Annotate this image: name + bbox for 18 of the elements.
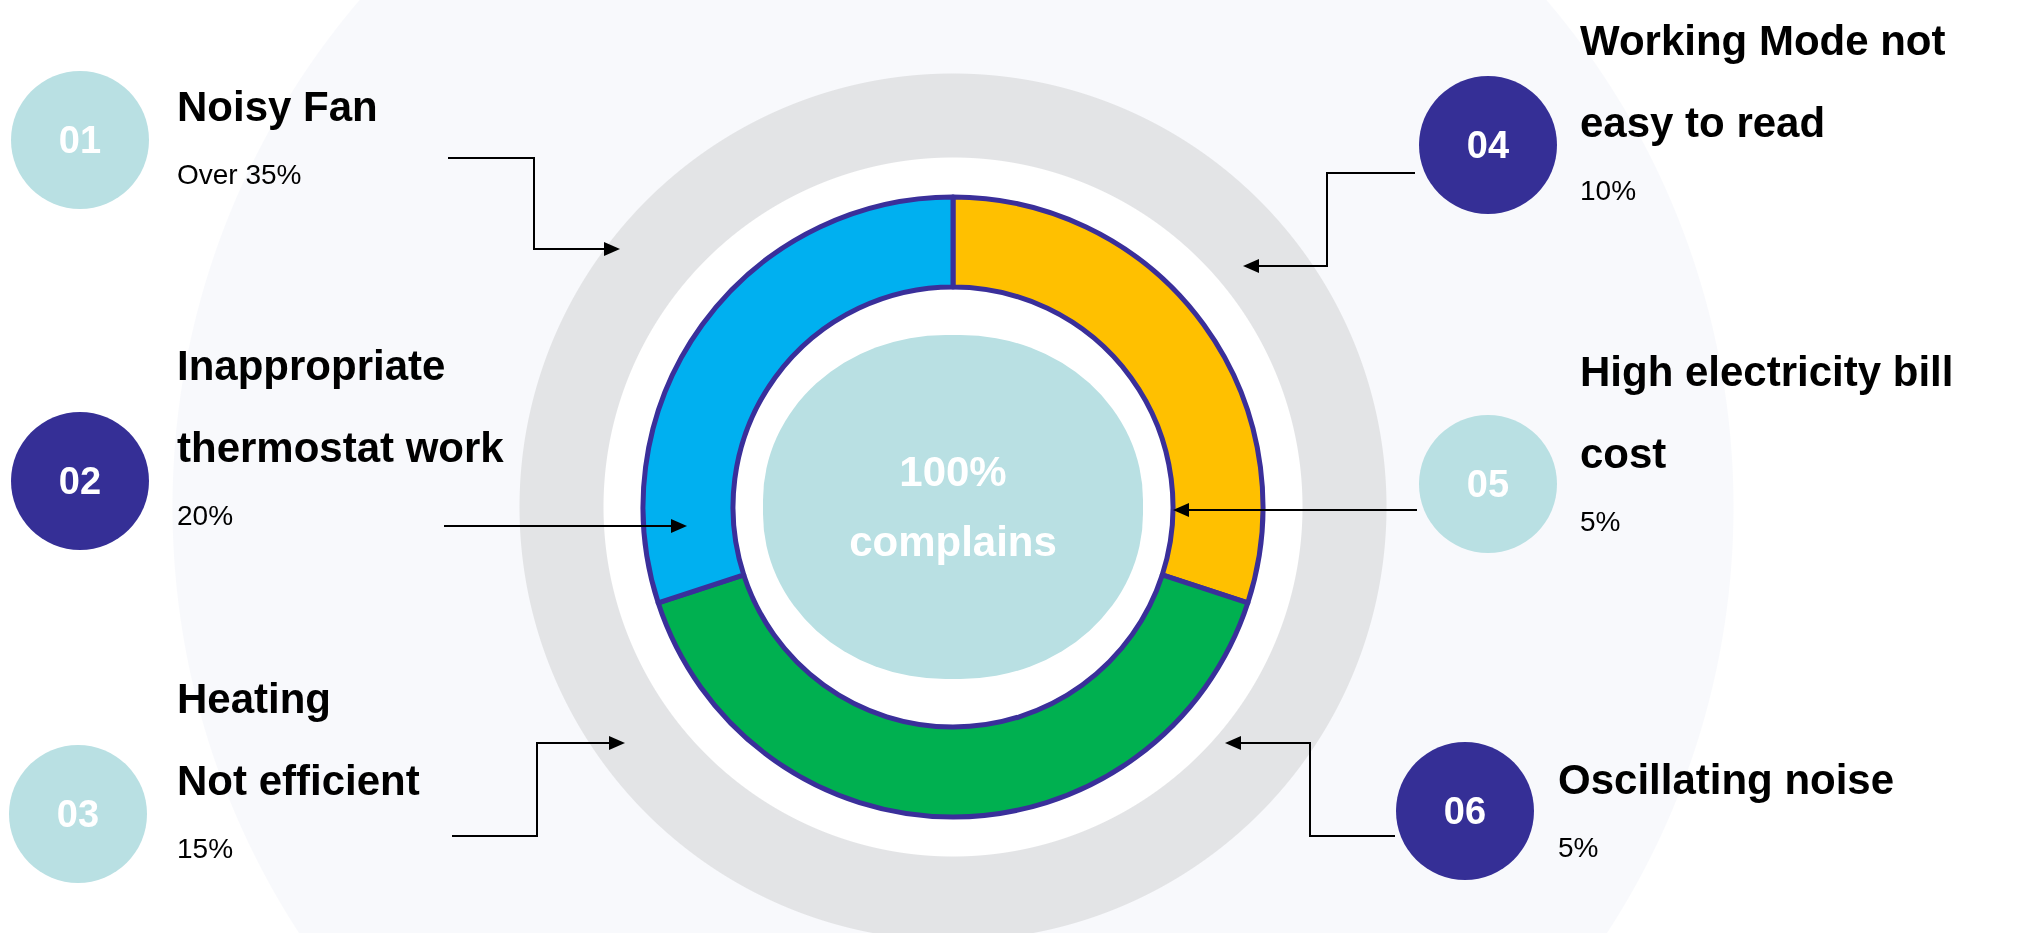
text: Over 35% [177, 158, 303, 192]
text: 5% [1580, 505, 1622, 539]
text: 20% [177, 499, 235, 533]
text: Heating Not efficient [177, 674, 420, 806]
text: 02 [11, 412, 149, 550]
text: 05 [1419, 415, 1557, 553]
text: Working Mode not easy to read [1580, 16, 1946, 148]
text: 10% [1580, 174, 1638, 208]
text: 06 [1396, 742, 1534, 880]
text: Noisy Fan [177, 82, 378, 132]
text: 15% [177, 832, 235, 866]
text: 03 [9, 745, 147, 883]
text: 5% [1558, 831, 1600, 865]
text: Inappropriate thermostat work [177, 341, 504, 473]
text: 04 [1419, 76, 1557, 214]
text: High electricity bill cost [1580, 347, 1954, 479]
text: 01 [11, 71, 149, 209]
text: Oscillating noise [1558, 755, 1895, 805]
